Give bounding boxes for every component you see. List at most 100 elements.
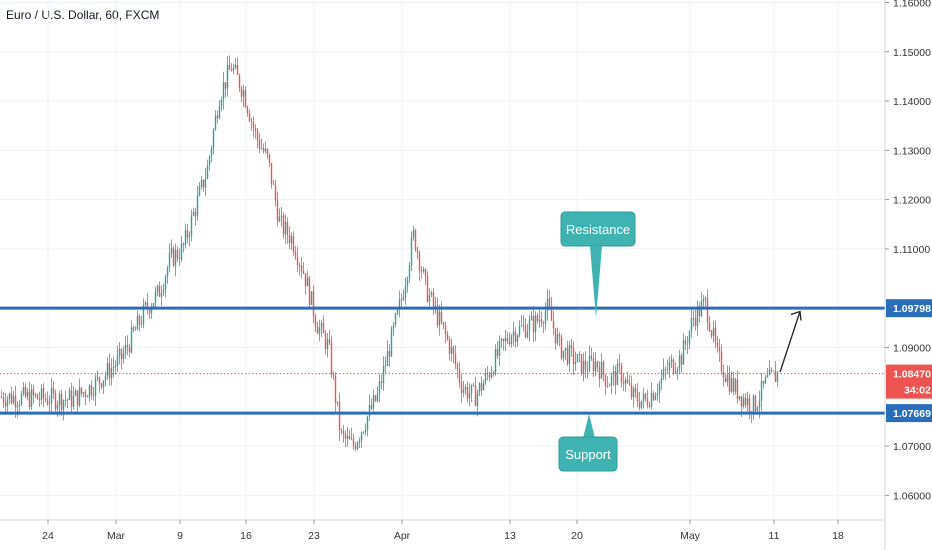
candle-body xyxy=(702,298,705,302)
candle-body xyxy=(330,342,333,375)
candle-body xyxy=(740,396,743,407)
y-tick-label: 1.09000 xyxy=(893,342,931,354)
candle-body xyxy=(332,374,335,376)
levels-layer xyxy=(0,306,885,415)
candle-body xyxy=(18,404,21,406)
candle-body xyxy=(142,304,145,324)
candle-body xyxy=(592,358,595,372)
candle-body xyxy=(668,362,671,371)
price-tag-current-label: 1.08470 xyxy=(893,369,931,381)
candle-body xyxy=(82,392,85,394)
candle-body xyxy=(214,115,217,130)
candle-body xyxy=(606,386,609,387)
candle-body xyxy=(114,365,117,367)
candle-body xyxy=(224,82,227,89)
candle-body xyxy=(46,399,49,405)
candle-body xyxy=(22,386,25,394)
candle-body xyxy=(388,351,391,357)
candle-body xyxy=(138,315,141,325)
candle-body xyxy=(304,273,307,287)
candle-body xyxy=(406,278,409,287)
candle-body xyxy=(672,359,675,374)
candle-body xyxy=(448,339,451,354)
y-axis[interactable]: 1.16000 1.15000 1.14000 1.13000 1.12000 1.110… xyxy=(884,0,931,550)
candle-body xyxy=(66,399,69,401)
candle-body xyxy=(454,353,457,365)
candle-body xyxy=(650,393,653,407)
candle-body xyxy=(518,325,521,336)
candle-body xyxy=(600,361,603,379)
candle-body xyxy=(366,416,369,430)
callout-resistance-label: Resistance xyxy=(566,222,630,237)
candle-body xyxy=(458,369,461,382)
candle-body xyxy=(276,200,279,222)
candle-body xyxy=(350,438,353,440)
candle-body xyxy=(56,405,59,410)
candle-body xyxy=(446,334,449,340)
candle-body xyxy=(368,405,371,417)
candle-body xyxy=(714,327,717,342)
candle-body xyxy=(420,270,423,272)
candle-body xyxy=(482,382,485,391)
candle-body xyxy=(204,178,207,188)
price-tag-support xyxy=(886,404,932,423)
candle-body xyxy=(542,323,545,325)
candle-body xyxy=(500,338,503,341)
candle-body xyxy=(732,378,735,392)
candle-body xyxy=(770,369,773,372)
candle-body xyxy=(338,401,341,431)
candle-body xyxy=(396,308,399,314)
forecast-arrow-head xyxy=(790,310,802,321)
y-tick-label: 1.16000 xyxy=(893,0,931,9)
candle-body xyxy=(36,394,39,400)
candle-body xyxy=(140,323,143,325)
candle-body xyxy=(16,405,19,408)
candle-body xyxy=(212,129,215,148)
candle-body xyxy=(616,363,619,385)
candle-body xyxy=(598,367,601,379)
candle-body xyxy=(576,354,579,362)
candle-body xyxy=(354,445,357,449)
candle-body xyxy=(586,369,589,372)
candle-body xyxy=(104,375,107,381)
candle-body xyxy=(590,355,593,359)
candle-body xyxy=(296,257,299,265)
candle-body xyxy=(578,353,581,355)
candle-body xyxy=(284,221,287,235)
candle-body xyxy=(242,90,245,97)
x-tick-label: 23 xyxy=(308,530,320,542)
candle-body xyxy=(626,379,629,383)
candle-body xyxy=(474,385,477,407)
candle-body xyxy=(456,364,459,370)
candle-body xyxy=(188,235,191,238)
candle-body xyxy=(528,319,531,332)
candle-body xyxy=(342,430,345,434)
candle-body xyxy=(594,361,597,372)
candle-body xyxy=(418,252,421,271)
candle-body xyxy=(582,360,585,374)
x-tick-label: 16 xyxy=(240,530,252,542)
candle-body xyxy=(72,395,75,407)
candle-body xyxy=(156,285,159,292)
x-axis[interactable]: 24 Mar 9 16 23 Apr 13 20 May 11 18 xyxy=(0,519,885,542)
candle-body xyxy=(118,349,121,356)
chart-title: Euro / U.S. Dollar, 60, FXCM xyxy=(6,8,160,22)
candle-body xyxy=(618,363,621,366)
candle-body xyxy=(180,243,183,260)
candle-body xyxy=(380,381,383,384)
candle-body xyxy=(566,347,569,364)
candle-body xyxy=(464,386,467,390)
candle-body xyxy=(286,221,289,236)
candle-body xyxy=(384,366,387,367)
candle-body xyxy=(462,389,465,393)
candle-body xyxy=(692,317,695,319)
candle-body xyxy=(570,344,573,349)
candle-body xyxy=(314,316,317,327)
candle-body xyxy=(720,351,723,372)
candle-body xyxy=(352,438,355,446)
candle-body xyxy=(422,269,425,272)
candle-body xyxy=(552,320,555,329)
x-tick-label: 20 xyxy=(571,530,583,542)
candle-body xyxy=(326,339,329,350)
